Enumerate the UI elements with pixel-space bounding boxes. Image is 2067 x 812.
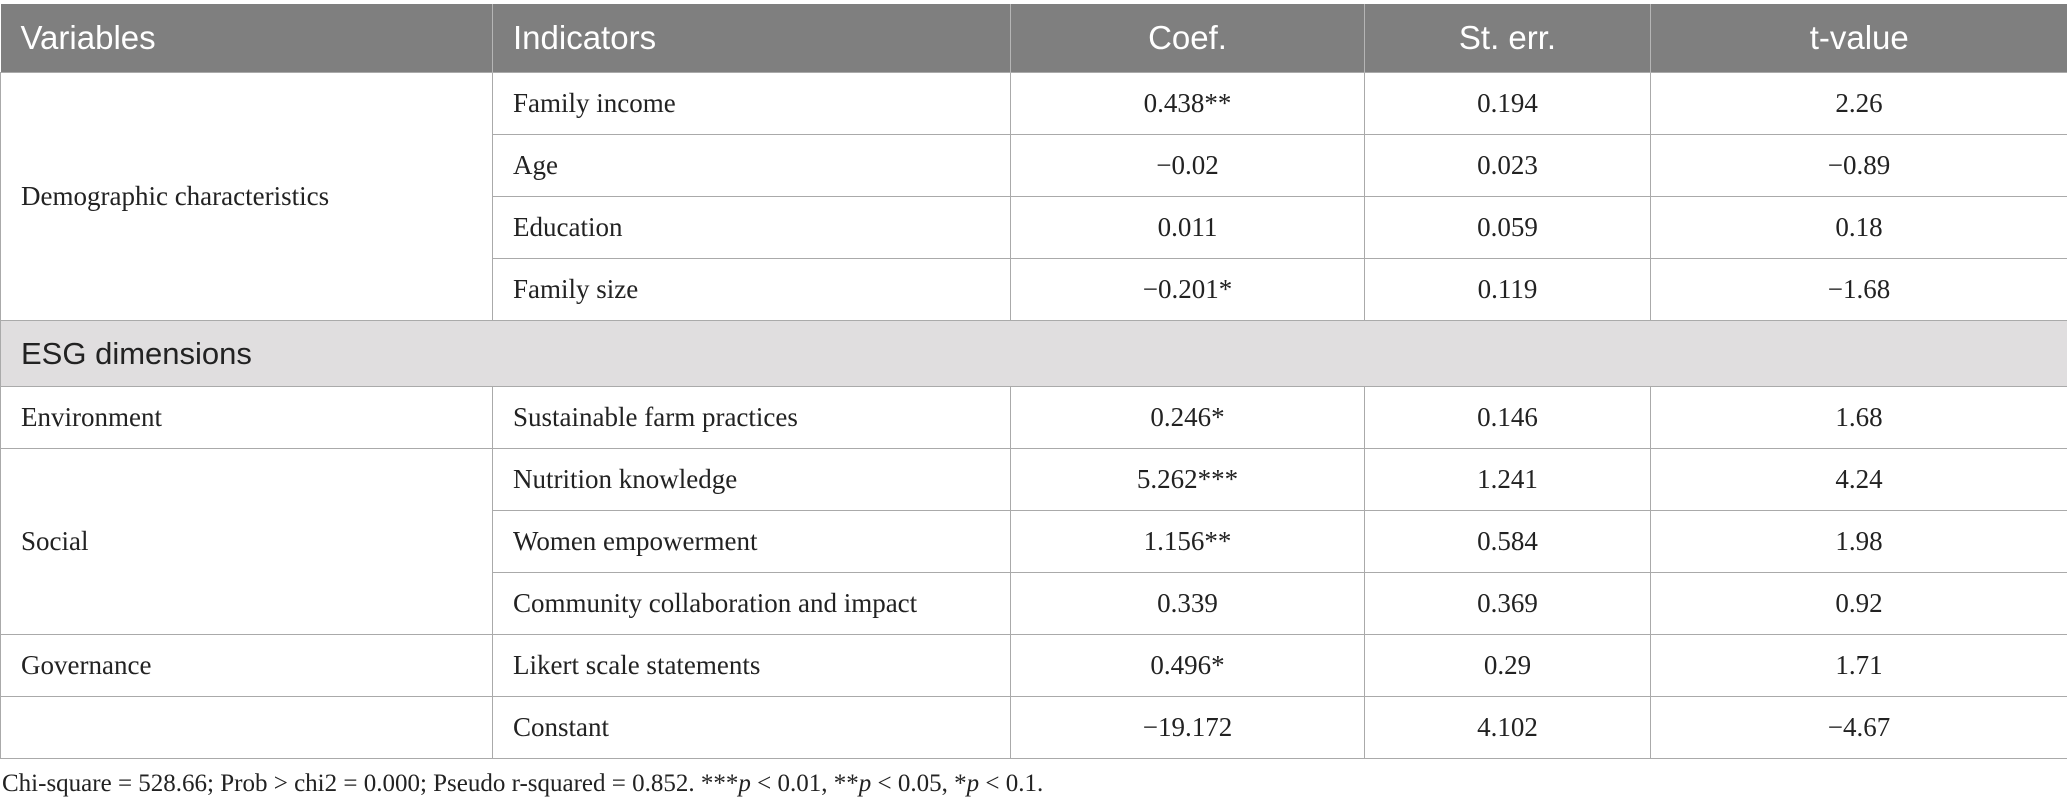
value-cell: 4.102 (1364, 696, 1651, 759)
data-row: Demographic characteristics Family income… (0, 72, 2067, 321)
section-label: ESG dimensions (0, 320, 2067, 387)
footnote-text: Chi-square = 528.66; Prob > chi2 = 0.000… (2, 770, 739, 797)
column-header: St. err. (1364, 4, 1651, 73)
indicator-cell: Family size (492, 258, 1011, 321)
variable-cell (0, 696, 493, 759)
indicator-cell: Education (492, 196, 1011, 259)
data-row: Family size −0.201* 0.119 −1.68 (1, 258, 2067, 321)
variable-cell: Demographic characteristics (0, 72, 493, 321)
value-cell: 0.29 (1364, 634, 1651, 697)
value-cell: 1.156** (1010, 510, 1365, 573)
value-cell: 0.194 (1364, 72, 1651, 135)
value-cell: 0.369 (1364, 572, 1651, 635)
value-cell: 0.92 (1650, 572, 2067, 635)
column-header: Variables (0, 4, 493, 73)
value-cell: 0.146 (1364, 386, 1651, 449)
table-body: Demographic characteristics Family income… (0, 72, 2067, 759)
value-cell: 4.24 (1650, 448, 2067, 511)
value-cell: 0.119 (1364, 258, 1651, 321)
column-header: Coef. (1010, 4, 1365, 73)
value-cell: 1.68 (1650, 386, 2067, 449)
results-table: Variables Indicators Coef. St. err. t-value … (0, 4, 2067, 759)
value-cell: 0.339 (1010, 572, 1365, 635)
data-row: Governance Likert scale statements 0.496* 0… (0, 634, 2067, 697)
data-row: Education 0.011 0.059 0.18 (1, 196, 2067, 259)
value-cell: 1.241 (1364, 448, 1651, 511)
value-cell: −0.02 (1010, 134, 1365, 197)
value-cell: 0.023 (1364, 134, 1651, 197)
value-cell: 0.438** (1010, 72, 1365, 135)
data-row: Social Nutrition knowledge 5.262*** 1.241 4.… (0, 448, 2067, 635)
variable-cell: Environment (0, 386, 493, 449)
value-cell: 5.262*** (1010, 448, 1365, 511)
value-cell: 0.496* (1010, 634, 1365, 697)
variable-cell: Governance (0, 634, 493, 697)
column-header: t-value (1650, 4, 2067, 73)
value-cell: 1.71 (1650, 634, 2067, 697)
column-header: Indicators (492, 4, 1011, 73)
indicator-cell: Age (492, 134, 1011, 197)
value-cell: 0.584 (1364, 510, 1651, 573)
data-row: Women empowerment 1.156** 0.584 1.98 (1, 510, 2067, 573)
indicator-cell: Community collaboration and impact (492, 572, 1011, 635)
value-cell: 1.98 (1650, 510, 2067, 573)
value-cell: −0.89 (1650, 134, 2067, 197)
value-cell: −19.172 (1010, 696, 1365, 759)
header-row: Variables Indicators Coef. St. err. t-value (0, 4, 2067, 73)
value-cell: 0.059 (1364, 196, 1651, 259)
data-row: Community collaboration and impact 0.339 0… (1, 572, 2067, 635)
section-row: ESG dimensions (0, 320, 2067, 387)
data-row: Environment Sustainable farm practices 0.2… (0, 386, 2067, 449)
indicator-cell: Likert scale statements (492, 634, 1011, 697)
footnote-text: p (738, 770, 751, 797)
value-cell: −1.68 (1650, 258, 2067, 321)
indicator-cell: Family income (492, 72, 1011, 135)
indicator-cell: Women empowerment (492, 510, 1011, 573)
indicator-cell: Nutrition knowledge (492, 448, 1011, 511)
footnote-text: < 0.05, * (871, 770, 967, 797)
variable-cell: Social (0, 448, 493, 635)
footnote-text: p (966, 770, 980, 797)
data-row: Constant −19.172 4.102 −4.67 (0, 696, 2067, 759)
footnote-text: < 0.1. (979, 770, 1044, 797)
value-cell: 0.246* (1010, 386, 1365, 449)
value-cell: 0.18 (1650, 196, 2067, 259)
indicator-cell: Constant (492, 696, 1011, 759)
footnote-text: < 0.01, ** (750, 770, 859, 797)
indicator-cell: Sustainable farm practices (492, 386, 1011, 449)
value-cell: −4.67 (1650, 696, 2067, 759)
value-cell: 2.26 (1650, 72, 2067, 135)
footnote: Chi-square = 528.66; Prob > chi2 = 0.000… (2, 770, 1043, 798)
value-cell: 0.011 (1010, 196, 1365, 259)
footnote-text: p (858, 770, 872, 797)
value-cell: −0.201* (1010, 258, 1365, 321)
